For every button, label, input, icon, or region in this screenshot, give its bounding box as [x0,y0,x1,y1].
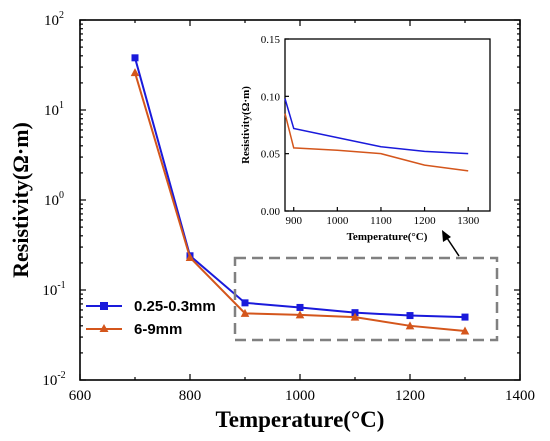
series-1-point-6 [460,326,470,335]
x-tick-label-3: 1200 [395,388,425,404]
y-tick-label-1: 10-1 [42,280,65,299]
inset-x-tick-label-0: 900 [285,215,302,227]
series-0-point-2 [241,299,249,307]
inset-x-tick-label-3: 1200 [414,215,437,227]
legend: 0.25-0.3mm 6-9mm [86,298,216,338]
legend-item-1: 6-9mm [86,321,182,338]
series-1-point-5 [405,321,415,330]
x-tick-label-4: 1400 [505,388,535,404]
inset-y-tick-label-1: 0.05 [261,149,281,161]
inset-x-tick-label-1: 1000 [326,215,349,227]
series-1-point-3 [295,310,305,319]
inset-plot-frame [284,38,491,212]
inset-x-tick-label-4: 1300 [457,215,480,227]
inset-tick-labels: 900 1000 1100 1200 1300 0.00 0.05 0.10 0.15 [261,34,480,227]
series-1-point-0 [130,68,140,77]
inset-x-axis-label: Temperature(°C) [347,231,428,243]
inset-series-line-0 [284,98,469,155]
inset-axis-ticks [285,38,469,212]
main-axis-ticks [79,19,521,381]
inset-arrow-head [442,230,451,242]
inset-y-axis-label: Resistivity(Ω·m) [240,86,252,164]
highlight-box [233,256,499,342]
y-axis-label: Resistivity(Ω·m) [8,122,33,278]
x-tick-label-0: 600 [69,388,92,404]
series-1-point-4 [350,312,360,321]
series-0-point-5 [406,312,414,320]
y-tick-label-2: 100 [44,190,64,209]
x-tick-label-1: 800 [179,388,202,404]
series-1-point-1 [185,252,195,261]
y-tick-label-0: 10-2 [42,370,65,389]
inset-x-tick-label-2: 1100 [370,215,392,227]
series-line-1 [134,72,466,333]
legend-item-0: 0.25-0.3mm [86,298,216,315]
inset-series-line-1 [284,113,469,172]
series-0-point-3 [296,303,304,311]
inset-y-tick-label-2: 0.10 [261,91,281,103]
series-0-point-6 [461,313,469,321]
main-series-group [130,54,470,335]
series-line-0 [134,57,466,319]
main-tick-labels: 600 800 1000 1200 1400 10-2 10-1 100 101 102 [42,10,535,404]
y-tick-label-4: 102 [44,10,64,29]
x-tick-label-2: 1000 [285,388,315,404]
inset-y-tick-label-0: 0.00 [261,206,281,218]
y-tick-label-3: 101 [44,100,64,119]
inset-y-tick-label-3: 0.15 [261,34,281,46]
series-0-point-0 [131,54,139,62]
legend-label-0: 0.25-0.3mm [134,298,216,315]
legend-label-1: 6-9mm [134,321,182,338]
series-1-point-2 [240,308,250,317]
inset-series-group [284,98,469,172]
inset-arrow-line [446,237,460,257]
x-axis-label: Temperature(°C) [216,407,385,432]
